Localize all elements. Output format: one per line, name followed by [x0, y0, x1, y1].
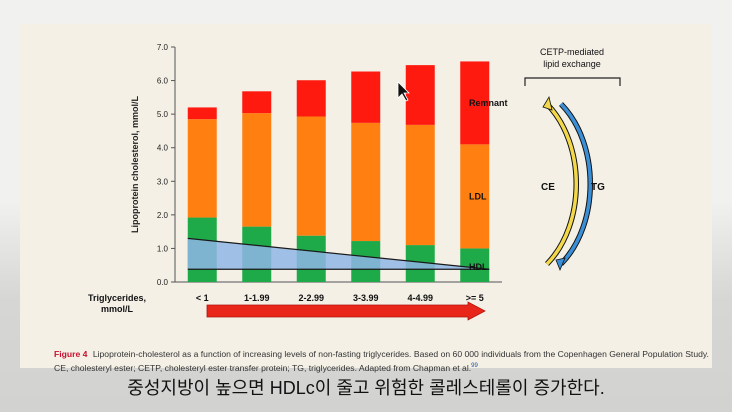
hdl-wedge-edge	[187, 237, 490, 270]
x-axis-label-line2: mmol/L	[101, 304, 134, 314]
cetp-title-line2: lipid exchange	[543, 59, 601, 69]
bar-hdl	[460, 248, 490, 282]
bar-remnant	[242, 91, 272, 114]
chart: 0.0 1.0 2.0 3.0 4.0 5.0 6.0 7.0 Lipoprotein chol…	[88, 43, 621, 321]
x-tick-label: >= 5	[466, 293, 484, 303]
cetp-bracket	[524, 77, 621, 86]
y-tick-label: 5.0	[157, 110, 169, 119]
series-label-ldl: LDL	[469, 191, 487, 201]
ce-label: CE	[541, 182, 555, 193]
ce-arrow	[545, 102, 578, 266]
tg-arrowhead-icon	[555, 257, 566, 272]
bar-ldl	[242, 113, 272, 227]
ce-arrowhead-icon	[542, 95, 553, 111]
y-tick-label: 3.0	[157, 177, 169, 186]
x-tick-label: 2-2.99	[298, 293, 324, 303]
hdl-overlay	[187, 237, 490, 270]
bar-ldl	[187, 119, 217, 218]
y-tick-label: 0.0	[157, 278, 169, 287]
y-tick-label: 6.0	[157, 77, 169, 86]
series-label-remnant: Remnant	[469, 98, 508, 108]
cetp-diagram: CETP-mediated lipid exchange CE TG	[397, 47, 621, 272]
bars	[187, 61, 490, 282]
figure-label: Figure 4	[54, 349, 88, 359]
bar-ldl	[460, 144, 490, 249]
tg-label: TG	[591, 182, 605, 193]
bar-ldl	[405, 124, 435, 246]
bar-remnant	[460, 61, 490, 145]
caption-text: Lipoprotein-cholesterol as a function of…	[54, 349, 709, 373]
bar-ldl	[296, 116, 326, 236]
x-axis-label-line1: Triglycerides,	[88, 293, 146, 303]
mouse-cursor-icon	[397, 81, 410, 102]
y-tick-label: 1.0	[157, 244, 169, 253]
bar-remnant	[405, 65, 435, 125]
labels: < 1 1-1.99 2-2.99 3-3.99 4-4.99 >= 5 Remnant LD…	[88, 98, 508, 321]
x-tick-label: 4-4.99	[407, 293, 433, 303]
y-tick-label: 7.0	[157, 43, 169, 52]
tg-arrow	[559, 102, 592, 266]
x-tick-label: 3-3.99	[353, 293, 379, 303]
caption-reference: 99	[471, 363, 478, 369]
bar-remnant	[187, 107, 217, 120]
figure-panel: 0.0 1.0 2.0 3.0 4.0 5.0 6.0 7.0 Lipoprotein chol…	[20, 24, 712, 373]
bar-remnant	[296, 80, 326, 117]
y-tick-label: 4.0	[157, 144, 169, 153]
bar-ldl	[351, 122, 381, 242]
x-tick-label: < 1	[196, 293, 209, 303]
bar-remnant	[351, 71, 381, 123]
y-axis-label: Lipoprotein cholesterol, mmol/L	[130, 95, 140, 233]
series-label-hdl: HDL	[469, 262, 488, 272]
figure-caption: Figure 4 Lipoprotein-cholesterol as a fu…	[54, 348, 714, 374]
cetp-title-line1: CETP-mediated	[540, 47, 604, 57]
video-subtitle: 중성지방이 높으면 HDLc이 줄고 위험한 콜레스테롤이 증가한다.	[127, 378, 605, 398]
triglyceride-arrow	[206, 301, 486, 321]
axis: 0.0 1.0 2.0 3.0 4.0 5.0 6.0 7.0 Lipoprotein chol…	[130, 43, 502, 287]
x-tick-label: 1-1.99	[244, 293, 270, 303]
y-tick-label: 2.0	[157, 211, 169, 220]
